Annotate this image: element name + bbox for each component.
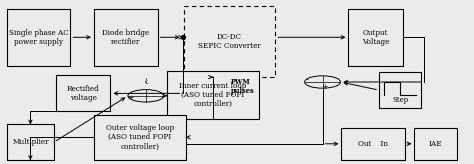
Text: Single phase AC
power supply: Single phase AC power supply [9,29,69,46]
FancyBboxPatch shape [7,124,54,160]
Text: Multiplier: Multiplier [12,138,49,146]
Text: Inner current loop
(ASO tuned FOPI
controller): Inner current loop (ASO tuned FOPI contr… [179,82,246,108]
Text: +: + [322,83,328,91]
Circle shape [305,76,340,88]
Text: PWM
pulses: PWM pulses [231,78,255,95]
Text: Diode bridge
rectifier: Diode bridge rectifier [102,29,149,46]
Text: IAE: IAE [429,140,442,148]
FancyBboxPatch shape [183,6,275,77]
Text: +: + [127,94,134,102]
FancyBboxPatch shape [94,114,186,160]
Text: Output
Voltage: Output Voltage [362,29,389,46]
FancyBboxPatch shape [7,9,71,66]
FancyBboxPatch shape [94,9,157,66]
FancyBboxPatch shape [348,9,402,66]
Text: Out    In: Out In [358,140,388,148]
Text: Outer voltage loop
(ASO tuned FOPI
controller): Outer voltage loop (ASO tuned FOPI contr… [106,124,174,151]
Text: -: - [147,86,150,94]
FancyBboxPatch shape [379,72,421,108]
FancyBboxPatch shape [167,71,259,119]
Text: Step: Step [392,96,409,104]
FancyBboxPatch shape [414,128,457,160]
Text: Rectified
voltage: Rectified voltage [67,85,100,102]
FancyBboxPatch shape [56,75,110,111]
FancyBboxPatch shape [341,128,405,160]
Circle shape [128,90,164,102]
Text: $i_L$: $i_L$ [144,76,150,87]
Text: -: - [306,76,309,84]
Text: DC-DC
SEPIC Converter: DC-DC SEPIC Converter [198,33,261,50]
